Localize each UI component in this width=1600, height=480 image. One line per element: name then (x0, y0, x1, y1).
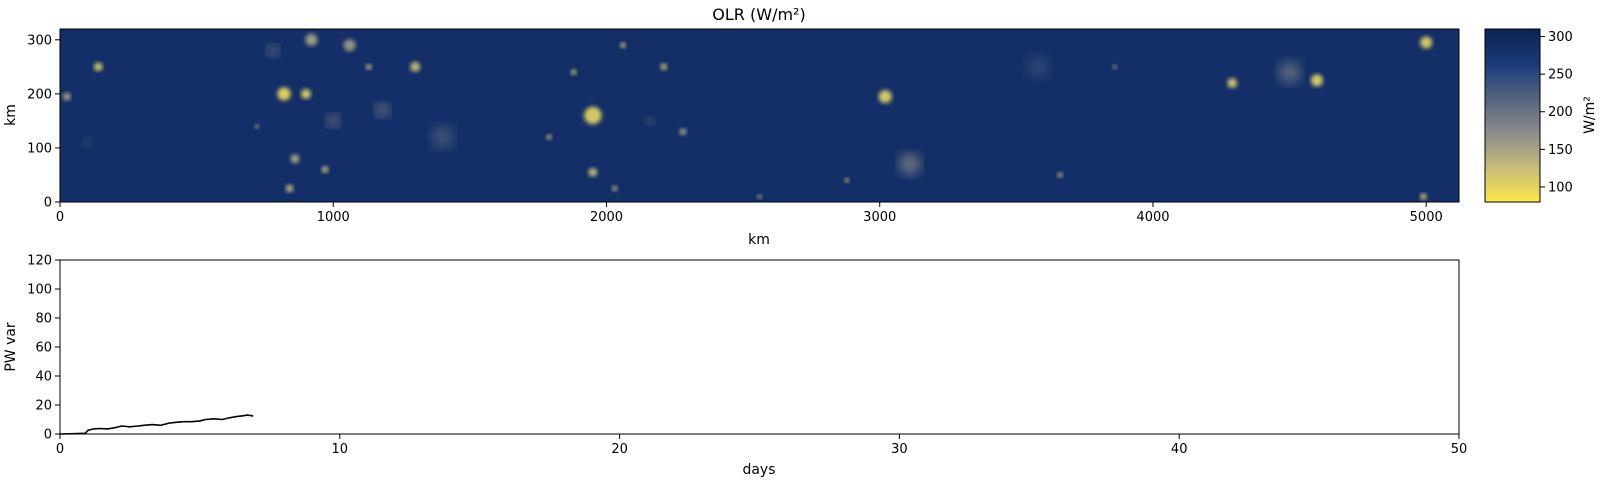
heatmap-cell (546, 134, 551, 139)
colorbar-tick-label: 250 (1548, 68, 1573, 83)
heatmap-cell (366, 64, 371, 69)
line-y-ticks: 0 20 40 60 80 100 120 (27, 254, 60, 443)
colorbar-tick-label: 150 (1548, 143, 1573, 158)
heatmap-cell (376, 104, 389, 117)
y-tick-label: 300 (27, 33, 52, 48)
x-tick-label: 10 (332, 442, 349, 457)
heatmap-cell (612, 186, 617, 191)
heatmap-cell (1420, 37, 1432, 49)
heatmap-cell (305, 34, 317, 46)
heatmap-cell (278, 87, 291, 100)
x-tick-label: 30 (891, 442, 908, 457)
heatmap-cell (646, 117, 654, 125)
heatmap-cell (588, 168, 597, 177)
y-tick-label: 200 (27, 87, 52, 102)
x-tick-label: 0 (56, 442, 64, 457)
heatmap-cell (757, 194, 761, 198)
colorbar-ticks: 100 150 200 250 300 (1540, 30, 1573, 195)
colorbar-tick-label: 100 (1548, 180, 1573, 195)
heatmap-cell (255, 124, 259, 128)
colorbar-tick-label: 300 (1548, 30, 1573, 45)
x-tick-label: 5000 (1410, 210, 1443, 225)
heatmap-cell (661, 64, 668, 71)
heatmap-cell (1057, 172, 1062, 177)
heatmap-y-axis-label: km (3, 104, 19, 126)
heatmap-cell (899, 154, 920, 175)
heatmap-cell (1227, 78, 1237, 88)
x-tick-label: 50 (1451, 442, 1468, 457)
line-plot-frame (60, 260, 1459, 434)
heatmap-cell (879, 90, 892, 103)
line-x-ticks: 0 10 20 30 40 50 (56, 434, 1467, 457)
heatmap-cell (680, 128, 687, 135)
heatmap-x-axis-label: km (748, 232, 770, 248)
y-tick-label: 80 (35, 312, 52, 327)
heatmap-x-ticks: 0 1000 2000 3000 4000 5000 (56, 202, 1443, 225)
heatmap-cell (620, 42, 625, 47)
y-tick-label: 20 (35, 399, 52, 414)
pw-var-line-panel: 0 10 20 30 40 50 0 20 40 60 80 100 120 days PW var (3, 254, 1467, 479)
heatmap-cell (286, 185, 294, 193)
line-y-axis-label: PW var (3, 322, 19, 372)
colorbar-tick-label: 200 (1548, 105, 1573, 120)
x-tick-label: 40 (1171, 442, 1188, 457)
colorbar: 100 150 200 250 300 W/m² (1485, 29, 1598, 202)
y-tick-label: 60 (35, 341, 52, 356)
x-tick-label: 3000 (863, 210, 896, 225)
heatmap-cell (291, 154, 300, 163)
heatmap-cell (63, 93, 71, 101)
colorbar-label: W/m² (1582, 96, 1598, 134)
heatmap-cell (268, 45, 279, 56)
x-tick-label: 4000 (1136, 210, 1169, 225)
heatmap-cell (94, 62, 103, 71)
heatmap-cell (1311, 74, 1323, 86)
heatmap-cell (322, 166, 329, 173)
heatmap-cell (83, 139, 91, 147)
y-tick-label: 120 (27, 254, 52, 269)
heatmap-cell (1279, 61, 1301, 83)
x-tick-label: 0 (56, 210, 64, 225)
y-tick-label: 40 (35, 370, 52, 385)
heatmap-cell (327, 115, 339, 127)
heatmap-cell (432, 126, 454, 148)
heatmap-cell (410, 62, 420, 72)
y-tick-label: 100 (27, 283, 52, 298)
heatmap-cell (301, 89, 311, 99)
heatmap-cell (1027, 56, 1049, 78)
heatmap-cell (344, 39, 356, 51)
heatmap-cell (571, 70, 576, 75)
colorbar-gradient (1485, 29, 1540, 202)
line-x-axis-label: days (742, 462, 775, 478)
heatmap-cell (845, 178, 849, 182)
y-tick-label: 0 (44, 428, 52, 443)
heatmap-title: OLR (W/m²) (712, 5, 805, 24)
x-tick-label: 2000 (590, 210, 623, 225)
heatmap-y-ticks: 0 100 200 300 (27, 33, 60, 210)
heatmap-cell (1420, 193, 1427, 200)
x-tick-label: 1000 (317, 210, 350, 225)
x-tick-label: 20 (611, 442, 628, 457)
heatmap-cell (1113, 65, 1117, 69)
heatmap-cell (584, 107, 601, 124)
y-tick-label: 0 (44, 196, 52, 211)
y-tick-label: 100 (27, 141, 52, 156)
olr-heatmap-panel: OLR (W/m²) 0 1000 2000 3000 4000 5000 0 100 200… (3, 5, 1459, 248)
